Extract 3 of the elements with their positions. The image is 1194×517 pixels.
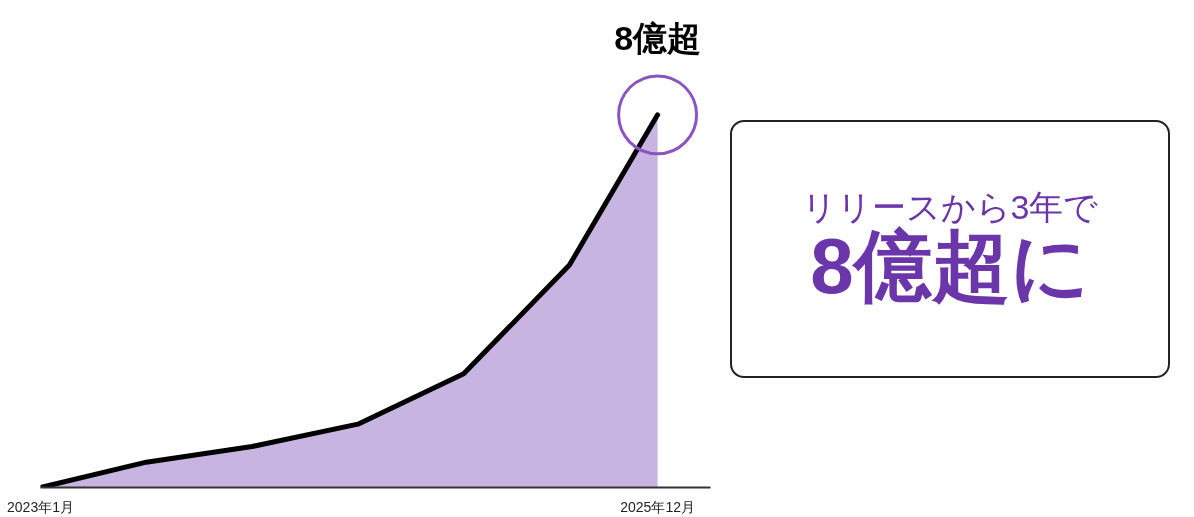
annotation: 8億超 bbox=[614, 18, 702, 57]
x-tick-label: 2023年1月 bbox=[7, 498, 74, 515]
x-tick-label: 2025年12月 bbox=[620, 498, 695, 515]
